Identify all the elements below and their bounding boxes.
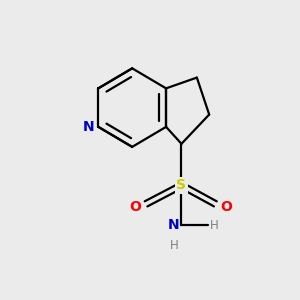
Text: H: H — [210, 219, 219, 232]
Text: S: S — [176, 178, 187, 192]
Text: O: O — [220, 200, 232, 214]
Text: N: N — [168, 218, 180, 233]
Text: N: N — [82, 120, 94, 134]
Text: O: O — [129, 200, 141, 214]
Text: H: H — [169, 239, 178, 252]
